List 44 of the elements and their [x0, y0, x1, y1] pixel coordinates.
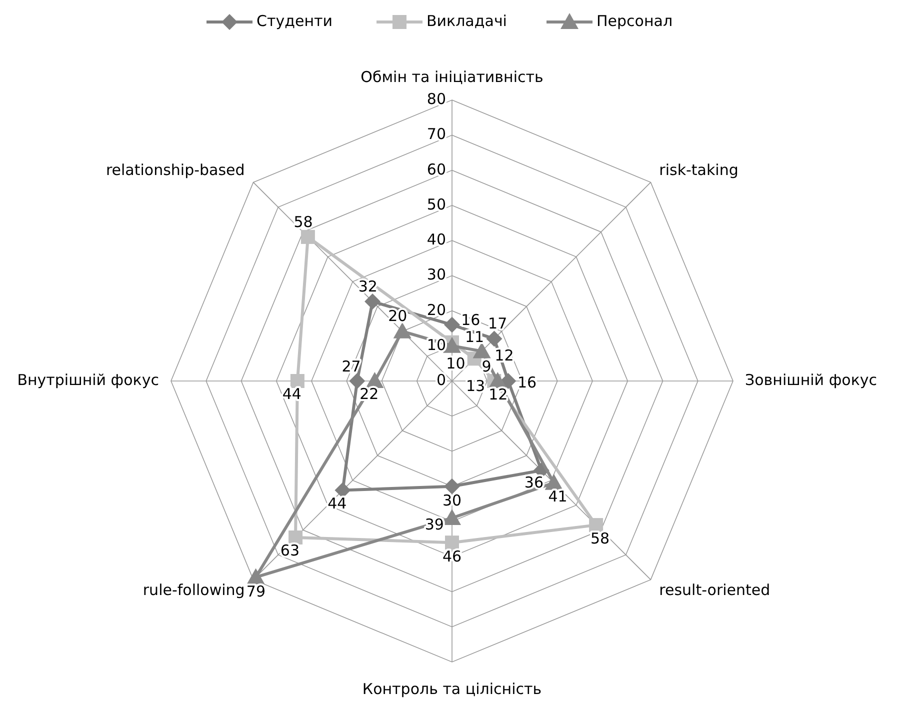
data-label: 11	[465, 328, 484, 346]
data-label: 44	[282, 385, 302, 404]
data-label: 9	[482, 357, 492, 376]
data-label: 39	[424, 515, 444, 534]
data-label: 36	[524, 474, 544, 492]
data-label: 30	[442, 491, 462, 510]
y-tick-label: 40	[426, 230, 446, 249]
data-label: 32	[358, 277, 378, 296]
data-label: 10	[446, 354, 466, 373]
data-label: 46	[442, 548, 462, 566]
data-label: 22	[360, 385, 379, 404]
spoke-label: Контроль та цілісність	[362, 680, 542, 698]
data-label: 58	[590, 530, 610, 548]
y-tick-label: 80	[426, 90, 446, 108]
y-tick-label: 30	[426, 266, 446, 284]
legend-label: Персонал	[596, 12, 673, 30]
data-label: 44	[328, 494, 347, 512]
legend-label: Студенти	[256, 12, 332, 30]
data-label: 79	[246, 582, 266, 600]
y-tick-label: 70	[426, 125, 446, 144]
data-label: 58	[294, 212, 313, 231]
data-label: 12	[494, 346, 514, 364]
y-tick-label: 50	[426, 195, 446, 214]
y-tick-label: 10	[426, 336, 446, 354]
data-label: 17	[488, 314, 508, 332]
data-label: 27	[342, 357, 361, 376]
y-tick-label: 60	[426, 160, 446, 178]
data-label: 16	[518, 373, 537, 392]
data-label: 63	[280, 541, 300, 560]
data-label: 41	[548, 487, 568, 506]
data-label: 12	[488, 386, 508, 404]
spoke-label: rule-following	[142, 581, 245, 600]
y-tick-label: 20	[426, 300, 446, 319]
spoke-label: Внутрішній фокус	[17, 371, 159, 390]
data-label: 20	[388, 307, 408, 326]
y-tick-label: 0	[436, 371, 446, 390]
spoke-label: result-oriented	[659, 581, 770, 600]
spoke-label: Обмін та ініціативність	[360, 68, 544, 86]
spoke-label: relationship-based	[106, 161, 245, 180]
data-label: 16	[461, 311, 480, 330]
data-label: 13	[466, 377, 486, 396]
spoke-label: Зовнішній фокус	[745, 371, 878, 390]
legend-label: Викладачі	[426, 12, 507, 30]
spoke-label: risk-taking	[659, 161, 738, 180]
